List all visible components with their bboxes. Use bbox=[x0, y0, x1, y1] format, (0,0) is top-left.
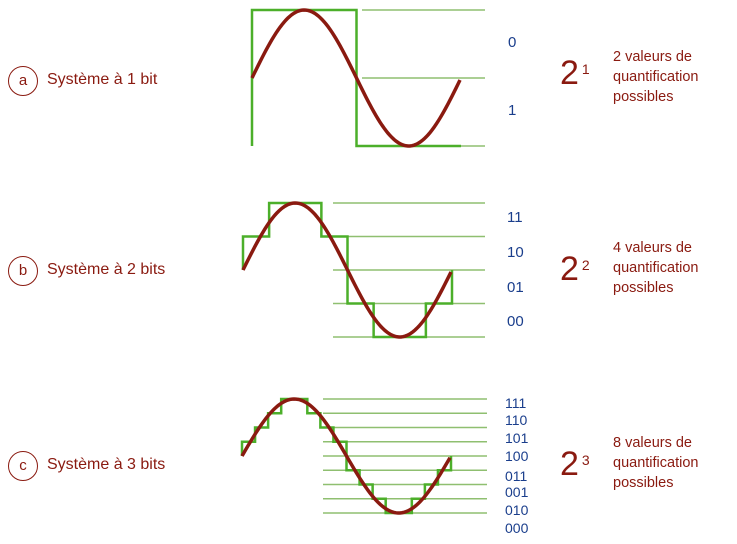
power-exponent-c: 3 bbox=[581, 452, 590, 468]
codes-a: 01 bbox=[508, 34, 516, 119]
quantized-signal bbox=[250, 8, 461, 148]
description-line: quantification bbox=[613, 69, 699, 85]
panel-c: 111 110 101 100 011 001 010 000 c Système à 3 b… bbox=[0, 375, 737, 544]
power-exponent-b: 2 bbox=[581, 257, 590, 273]
panel-letter-a: a bbox=[8, 66, 38, 96]
quantization-diagram-b: 11 10 01 00 bbox=[241, 201, 524, 339]
description-line: 4 valeurs de bbox=[613, 240, 692, 256]
panel-title-c: Système à 3 bits bbox=[47, 456, 166, 473]
quantization-diagram-a: 01 bbox=[250, 8, 516, 148]
quantization-code: 01 bbox=[507, 279, 524, 296]
description-line: quantification bbox=[613, 455, 699, 471]
sine-wave bbox=[250, 8, 462, 148]
description-line: possibles bbox=[613, 475, 674, 491]
quantization-code: 111 bbox=[505, 395, 526, 411]
power-base-b: 2 bbox=[560, 250, 579, 288]
panel-description-a: 2 valeurs de quantification possibles bbox=[613, 47, 733, 107]
power-base-a: 2 bbox=[560, 54, 579, 92]
quantization-code: 10 bbox=[507, 244, 524, 261]
panel-letter-c: c bbox=[8, 451, 38, 481]
quantization-code: 1 bbox=[508, 102, 516, 119]
level-lines-b bbox=[333, 202, 485, 338]
sine-wave bbox=[240, 397, 452, 515]
quantization-code: 00 bbox=[507, 313, 524, 330]
quantization-code: 000 bbox=[505, 520, 529, 536]
quantization-code: 011 bbox=[505, 468, 528, 484]
quantization-code: 0 bbox=[508, 34, 516, 51]
description-line: 2 valeurs de bbox=[613, 49, 692, 65]
power-base-c: 2 bbox=[560, 445, 579, 483]
description-line: possibles bbox=[613, 280, 674, 296]
panel-title-a: Système à 1 bit bbox=[47, 71, 158, 88]
panel-description-b: 4 valeurs de quantification possibles bbox=[613, 238, 733, 298]
power-exponent-a: 1 bbox=[581, 61, 590, 77]
quantization-code: 010 bbox=[505, 502, 529, 518]
panel-title-b: Système à 2 bits bbox=[47, 261, 166, 278]
panel-description-c: 8 valeurs de quantification possibles bbox=[613, 433, 733, 493]
description-line: possibles bbox=[613, 89, 674, 105]
quantization-code: 001 bbox=[505, 484, 529, 500]
description-line: quantification bbox=[613, 260, 699, 276]
description-line: 8 valeurs de bbox=[613, 435, 692, 451]
quantization-code: 110 bbox=[505, 412, 528, 428]
quantization-code: 11 bbox=[507, 209, 523, 226]
quantization-code: 101 bbox=[505, 430, 529, 446]
panel-letter-b: b bbox=[8, 256, 38, 286]
codes-b: 11 10 01 00 bbox=[507, 209, 524, 330]
sine-wave bbox=[241, 201, 453, 339]
quantization-code: 100 bbox=[505, 448, 529, 464]
